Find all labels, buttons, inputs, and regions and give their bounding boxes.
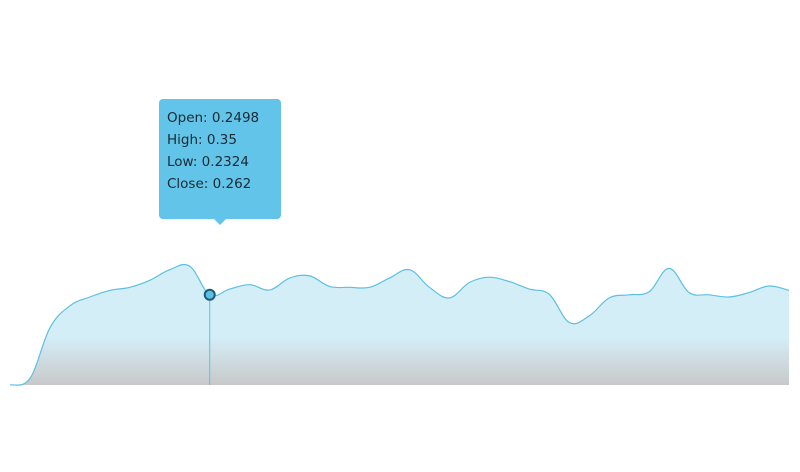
- tooltip-low: Low: 0.2324: [167, 154, 249, 170]
- data-point[interactable]: [566, 320, 572, 326]
- data-point[interactable]: [87, 294, 93, 300]
- data-point[interactable]: [506, 279, 512, 285]
- data-point[interactable]: [67, 303, 73, 309]
- data-point[interactable]: [287, 275, 293, 281]
- data-point[interactable]: [546, 291, 552, 297]
- data-point[interactable]: [347, 284, 353, 290]
- data-point[interactable]: [746, 290, 752, 296]
- data-point[interactable]: [766, 283, 772, 289]
- data-point[interactable]: [406, 267, 412, 273]
- data-tooltip: Open: 0.2498 High: 0.35 Low: 0.2324 Clos…: [159, 99, 281, 225]
- data-point[interactable]: [626, 292, 632, 298]
- data-point[interactable]: [327, 283, 333, 289]
- data-point[interactable]: [7, 382, 13, 388]
- data-point[interactable]: [526, 286, 532, 292]
- data-point[interactable]: [686, 290, 692, 296]
- tooltip-high: High: 0.35: [167, 132, 237, 148]
- data-point[interactable]: [127, 284, 133, 290]
- data-point[interactable]: [207, 292, 213, 298]
- data-point[interactable]: [187, 263, 193, 269]
- highlight-point[interactable]: [203, 288, 216, 301]
- data-point[interactable]: [726, 294, 732, 300]
- data-point[interactable]: [646, 289, 652, 295]
- data-point[interactable]: [247, 282, 253, 288]
- data-point[interactable]: [486, 274, 492, 280]
- data-point[interactable]: [446, 295, 452, 301]
- data-point[interactable]: [27, 375, 33, 381]
- data-point[interactable]: [706, 292, 712, 298]
- series-line: [9, 263, 790, 386]
- data-point[interactable]: [107, 287, 113, 293]
- area-fill: [10, 264, 789, 386]
- data-point[interactable]: [167, 267, 173, 273]
- data-point[interactable]: [466, 279, 472, 285]
- tooltip-arrow: [214, 219, 226, 225]
- tooltip-open: Open: 0.2498: [167, 110, 260, 126]
- data-point[interactable]: [227, 286, 233, 292]
- data-point[interactable]: [426, 284, 432, 290]
- data-point[interactable]: [387, 275, 393, 281]
- data-point[interactable]: [307, 273, 313, 279]
- data-point[interactable]: [606, 295, 612, 301]
- data-point[interactable]: [367, 284, 373, 290]
- data-point[interactable]: [586, 313, 592, 319]
- data-point[interactable]: [267, 287, 273, 293]
- data-point[interactable]: [786, 287, 792, 293]
- data-point[interactable]: [666, 265, 672, 271]
- tooltip-close: Close: 0.262: [167, 176, 252, 192]
- data-point[interactable]: [47, 325, 53, 331]
- data-point[interactable]: [147, 277, 153, 283]
